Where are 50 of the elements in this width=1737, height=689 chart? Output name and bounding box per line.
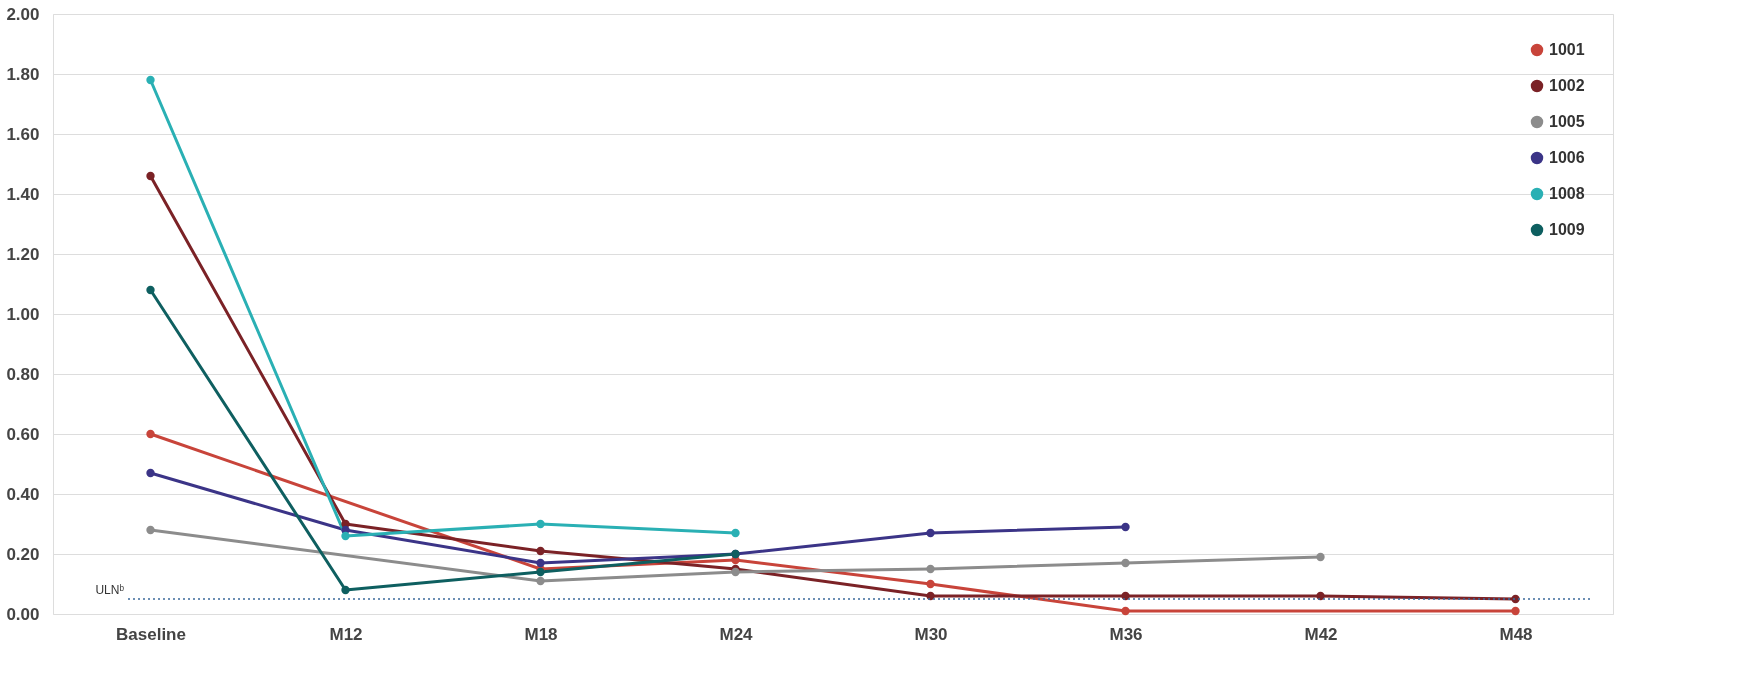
y-tick-label: 1.00 xyxy=(6,304,40,324)
point xyxy=(1316,552,1325,562)
point xyxy=(1121,522,1130,532)
y-tick-label: 0.80 xyxy=(6,364,40,384)
point xyxy=(1316,591,1325,601)
x-tick-label: M12 xyxy=(329,624,363,644)
x-tick-label: Baseline xyxy=(116,624,186,644)
y-tick-label: 0.20 xyxy=(6,544,40,564)
y-tick-label: 1.80 xyxy=(6,64,40,84)
point xyxy=(926,579,935,589)
point xyxy=(341,531,350,541)
y-tick-label: 0.60 xyxy=(6,424,40,444)
ref-line-label: ULNᵇ xyxy=(95,583,125,597)
point xyxy=(146,75,155,85)
x-tick-label: M30 xyxy=(914,624,948,644)
point xyxy=(1121,558,1130,568)
point xyxy=(926,564,935,574)
x-tick-label: M36 xyxy=(1109,624,1143,644)
point xyxy=(926,528,935,538)
legend-label: 1009 xyxy=(1549,221,1585,238)
x-tick-label: M24 xyxy=(719,624,754,644)
point xyxy=(146,171,155,181)
point xyxy=(536,546,545,556)
legend-label: 1002 xyxy=(1549,77,1585,94)
legend-label: 1008 xyxy=(1549,185,1585,202)
x-tick-label: M48 xyxy=(1499,624,1533,644)
point xyxy=(1511,606,1520,616)
point xyxy=(926,591,935,601)
y-tick-label: 1.20 xyxy=(6,244,40,264)
point xyxy=(146,468,155,478)
x-tick-label: M18 xyxy=(524,624,558,644)
y-tick-label: 1.60 xyxy=(6,124,40,144)
point xyxy=(1121,591,1130,601)
y-tick-label: 2.00 xyxy=(6,4,40,24)
point xyxy=(536,576,545,586)
point xyxy=(146,429,155,439)
y-tick-label: 0.40 xyxy=(6,484,40,504)
point xyxy=(146,525,155,535)
point xyxy=(536,519,545,529)
point xyxy=(146,285,155,295)
legend-label: 1001 xyxy=(1549,41,1585,58)
point xyxy=(536,558,545,568)
y-tick-label: 0.00 xyxy=(6,604,40,624)
x-tick-label: M42 xyxy=(1304,624,1338,644)
legend-label: 1005 xyxy=(1549,113,1585,130)
point xyxy=(1121,606,1130,616)
y-tick-label: 1.40 xyxy=(6,184,40,204)
legend-label: 1006 xyxy=(1549,149,1585,166)
point xyxy=(341,585,350,595)
point xyxy=(731,528,740,538)
